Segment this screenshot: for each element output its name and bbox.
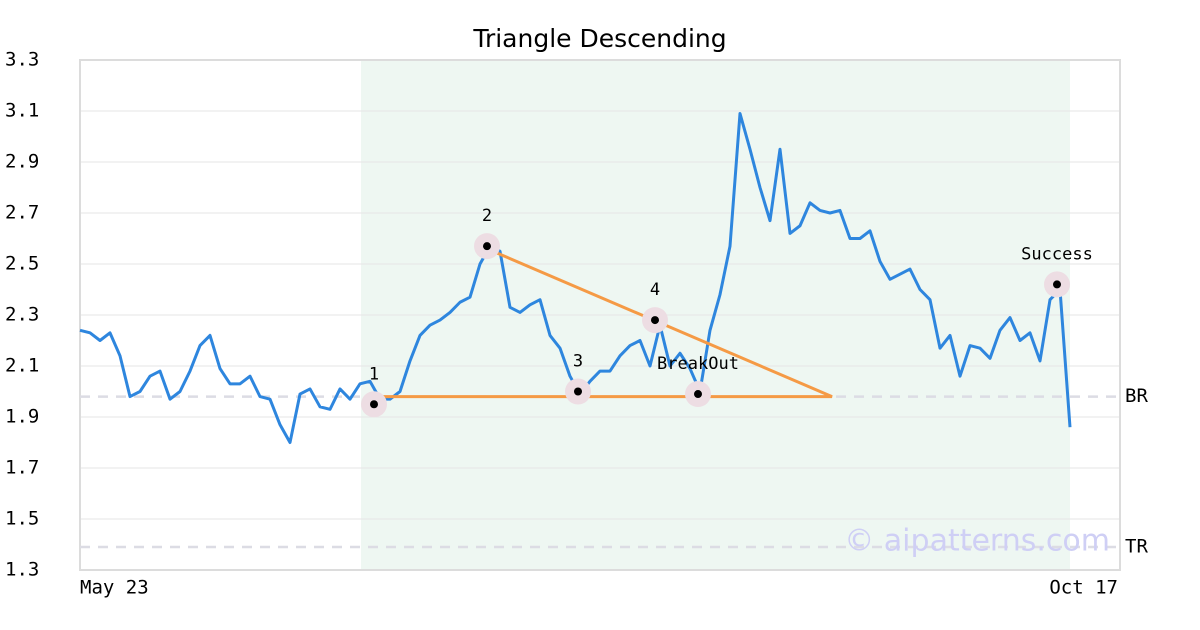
y-tick-label: 2.7	[5, 202, 39, 224]
y-tick-label: 1.3	[5, 559, 39, 581]
marker-dot	[694, 390, 702, 399]
marker-dot	[483, 242, 491, 251]
plot-frame	[79, 59, 1121, 571]
y-tick-label: 3.1	[5, 100, 39, 122]
marker-dot	[370, 400, 378, 409]
chart-title: Triangle Descending	[472, 24, 726, 53]
marker-label: BreakOut	[657, 354, 739, 374]
marker-label: Success	[1021, 244, 1093, 264]
watermark: © aipatterns.com	[844, 524, 1110, 559]
marker-dot	[1053, 280, 1061, 289]
y-tick-label: 2.1	[5, 355, 39, 377]
y-tick-label: 1.5	[5, 508, 39, 530]
marker-label: 1	[369, 364, 379, 384]
marker-label: 4	[650, 280, 660, 300]
y-tick-label: 1.7	[5, 457, 39, 479]
y-tick-label: 2.9	[5, 151, 39, 173]
y-tick-label: 2.3	[5, 304, 39, 326]
marker-label: 3	[573, 352, 583, 372]
reference-label: TR	[1125, 536, 1148, 558]
marker-dot	[651, 316, 659, 325]
y-tick-label: 3.3	[5, 49, 39, 71]
y-tick-label: 1.9	[5, 406, 39, 428]
marker-label: 2	[482, 206, 492, 226]
y-tick-label: 2.5	[5, 253, 39, 275]
x-tick-label: Oct 17	[1049, 577, 1118, 599]
reference-label: BR	[1125, 385, 1148, 407]
x-tick-label: May 23	[80, 577, 149, 599]
marker-dot	[574, 387, 582, 396]
triangle-line	[374, 247, 833, 399]
